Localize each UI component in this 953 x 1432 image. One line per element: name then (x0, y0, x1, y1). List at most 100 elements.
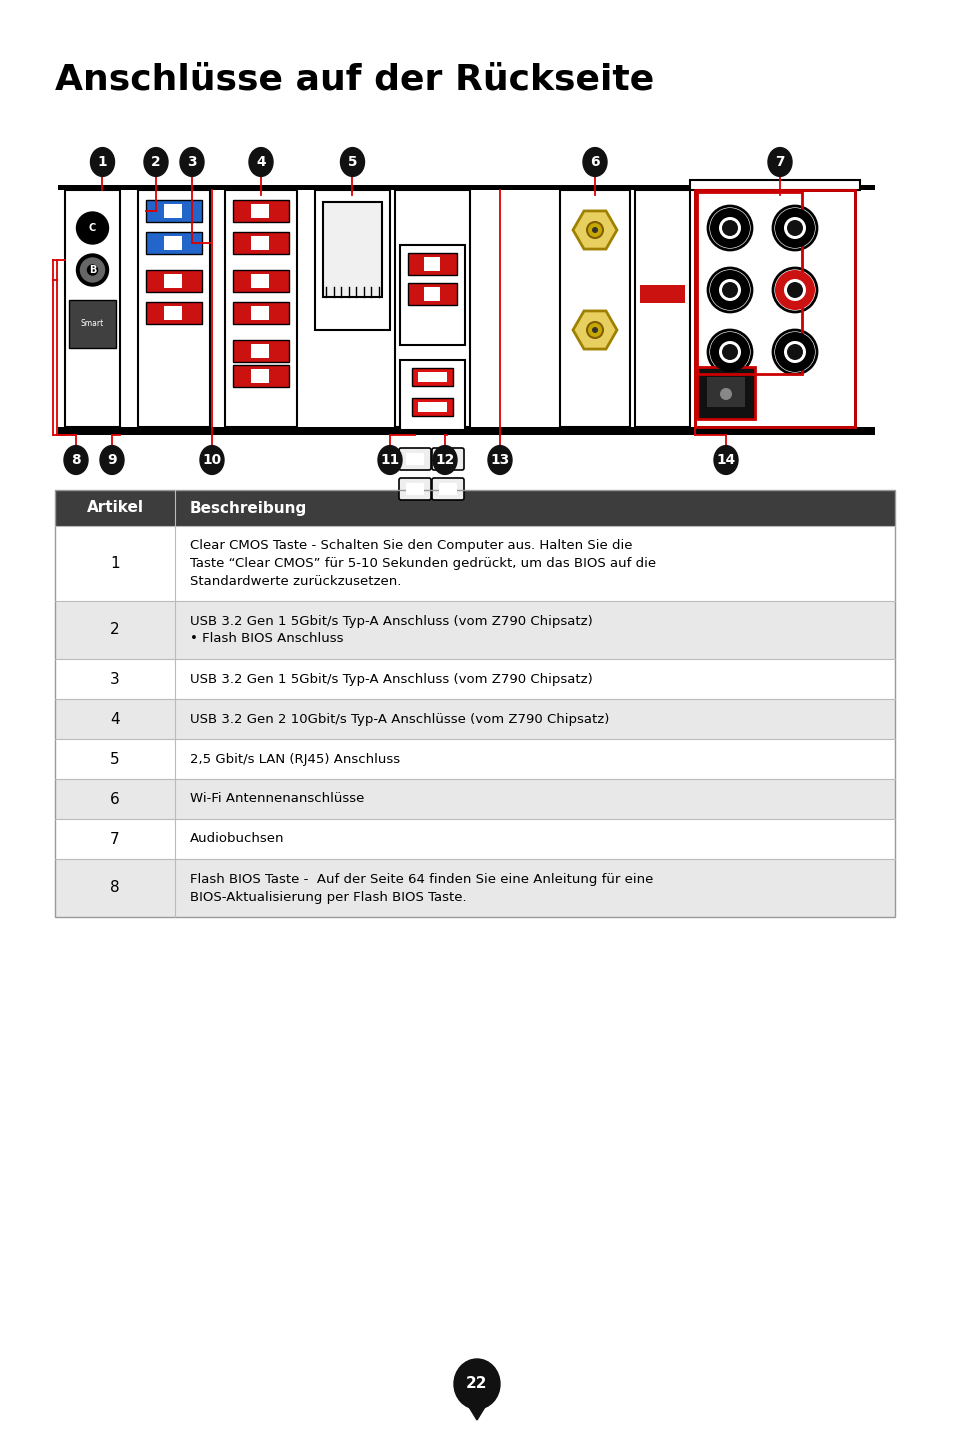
Ellipse shape (180, 147, 204, 176)
Ellipse shape (767, 147, 791, 176)
Circle shape (720, 388, 731, 400)
Bar (251, 369, 269, 382)
Text: 2: 2 (151, 155, 161, 169)
Bar (146, 302, 202, 324)
Ellipse shape (488, 445, 512, 474)
Bar (233, 232, 289, 253)
Circle shape (719, 341, 740, 362)
Bar (164, 236, 182, 251)
Bar (138, 190, 210, 427)
Circle shape (709, 208, 749, 248)
Circle shape (719, 218, 740, 239)
Text: 3: 3 (187, 155, 196, 169)
Circle shape (76, 212, 109, 243)
Circle shape (707, 329, 751, 374)
FancyBboxPatch shape (406, 483, 423, 495)
Bar (58, 427, 874, 435)
Ellipse shape (713, 445, 738, 474)
Text: 7: 7 (775, 155, 784, 169)
Bar (408, 253, 456, 275)
Text: USB 3.2 Gen 2 10Gbit/s Typ-A Anschlüsse (vom Z790 Chipsatz): USB 3.2 Gen 2 10Gbit/s Typ-A Anschlüsse … (190, 713, 609, 726)
Circle shape (786, 221, 802, 236)
Bar (146, 200, 202, 222)
Bar (695, 190, 854, 427)
Circle shape (772, 268, 816, 312)
Bar (55, 819, 894, 859)
Text: Flash BIOS Taste -  Auf der Seite 64 finden Sie eine Anleitung für eine
BIOS-Akt: Flash BIOS Taste - Auf der Seite 64 find… (190, 872, 653, 904)
Ellipse shape (249, 147, 273, 176)
Text: 5: 5 (348, 155, 356, 169)
FancyBboxPatch shape (406, 453, 423, 465)
Text: 8: 8 (111, 881, 120, 895)
Text: 11: 11 (380, 453, 399, 467)
Circle shape (719, 279, 740, 301)
Circle shape (721, 221, 738, 236)
Bar (559, 190, 629, 427)
Text: 3: 3 (110, 672, 120, 686)
Circle shape (709, 332, 749, 372)
Bar (399, 245, 464, 345)
Bar (412, 368, 453, 387)
Text: 1: 1 (111, 556, 120, 571)
Circle shape (76, 253, 109, 286)
Bar (706, 377, 744, 407)
Text: 6: 6 (110, 792, 120, 806)
Text: C: C (89, 223, 96, 233)
Text: 2: 2 (111, 623, 120, 637)
Ellipse shape (200, 445, 224, 474)
Circle shape (592, 228, 598, 233)
Text: 1: 1 (97, 155, 107, 169)
Text: Clear CMOS Taste - Schalten Sie den Computer aus. Halten Sie die
Taste “Clear CM: Clear CMOS Taste - Schalten Sie den Comp… (190, 538, 656, 589)
Text: 13: 13 (490, 453, 509, 467)
Circle shape (783, 218, 805, 239)
Circle shape (707, 268, 751, 312)
Text: Artikel: Artikel (87, 501, 143, 516)
Circle shape (772, 329, 816, 374)
Text: Anschlüsse auf der Rückseite: Anschlüsse auf der Rückseite (55, 62, 654, 96)
Bar (697, 367, 754, 420)
Circle shape (783, 279, 805, 301)
FancyBboxPatch shape (438, 453, 456, 465)
Circle shape (786, 282, 802, 298)
Circle shape (80, 216, 105, 241)
Text: 7: 7 (111, 832, 120, 846)
Bar (689, 180, 859, 190)
Bar (399, 359, 464, 430)
Text: Audiobuchsen: Audiobuchsen (190, 832, 284, 845)
Bar (55, 779, 894, 819)
Text: Wi-Fi Antennenanschlüsse: Wi-Fi Antennenanschlüsse (190, 792, 364, 805)
Text: B: B (89, 265, 96, 275)
Text: 5: 5 (111, 752, 120, 766)
Bar (423, 286, 439, 301)
Bar (55, 490, 894, 526)
Circle shape (586, 222, 602, 238)
Bar (697, 192, 801, 374)
Bar (395, 190, 470, 427)
Bar (412, 398, 453, 417)
Bar (635, 190, 689, 427)
Bar (639, 285, 684, 304)
Bar (233, 271, 289, 292)
Bar (55, 699, 894, 739)
Bar (55, 739, 894, 779)
Ellipse shape (582, 147, 606, 176)
Bar (423, 256, 439, 271)
Circle shape (772, 206, 816, 251)
Bar (55, 859, 894, 916)
Circle shape (721, 282, 738, 298)
FancyBboxPatch shape (432, 448, 463, 470)
Circle shape (586, 322, 602, 338)
FancyBboxPatch shape (398, 478, 431, 500)
FancyBboxPatch shape (432, 478, 463, 500)
Bar (58, 185, 874, 190)
Circle shape (592, 326, 598, 334)
Text: 10: 10 (202, 453, 221, 467)
Text: 6: 6 (590, 155, 599, 169)
Bar (164, 306, 182, 319)
Circle shape (774, 332, 814, 372)
Bar (233, 200, 289, 222)
Bar (251, 344, 269, 358)
Text: 4: 4 (256, 155, 266, 169)
Text: USB 3.2 Gen 1 5Gbit/s Typ-A Anschluss (vom Z790 Chipsatz): USB 3.2 Gen 1 5Gbit/s Typ-A Anschluss (v… (190, 673, 592, 686)
Text: 9: 9 (107, 453, 116, 467)
